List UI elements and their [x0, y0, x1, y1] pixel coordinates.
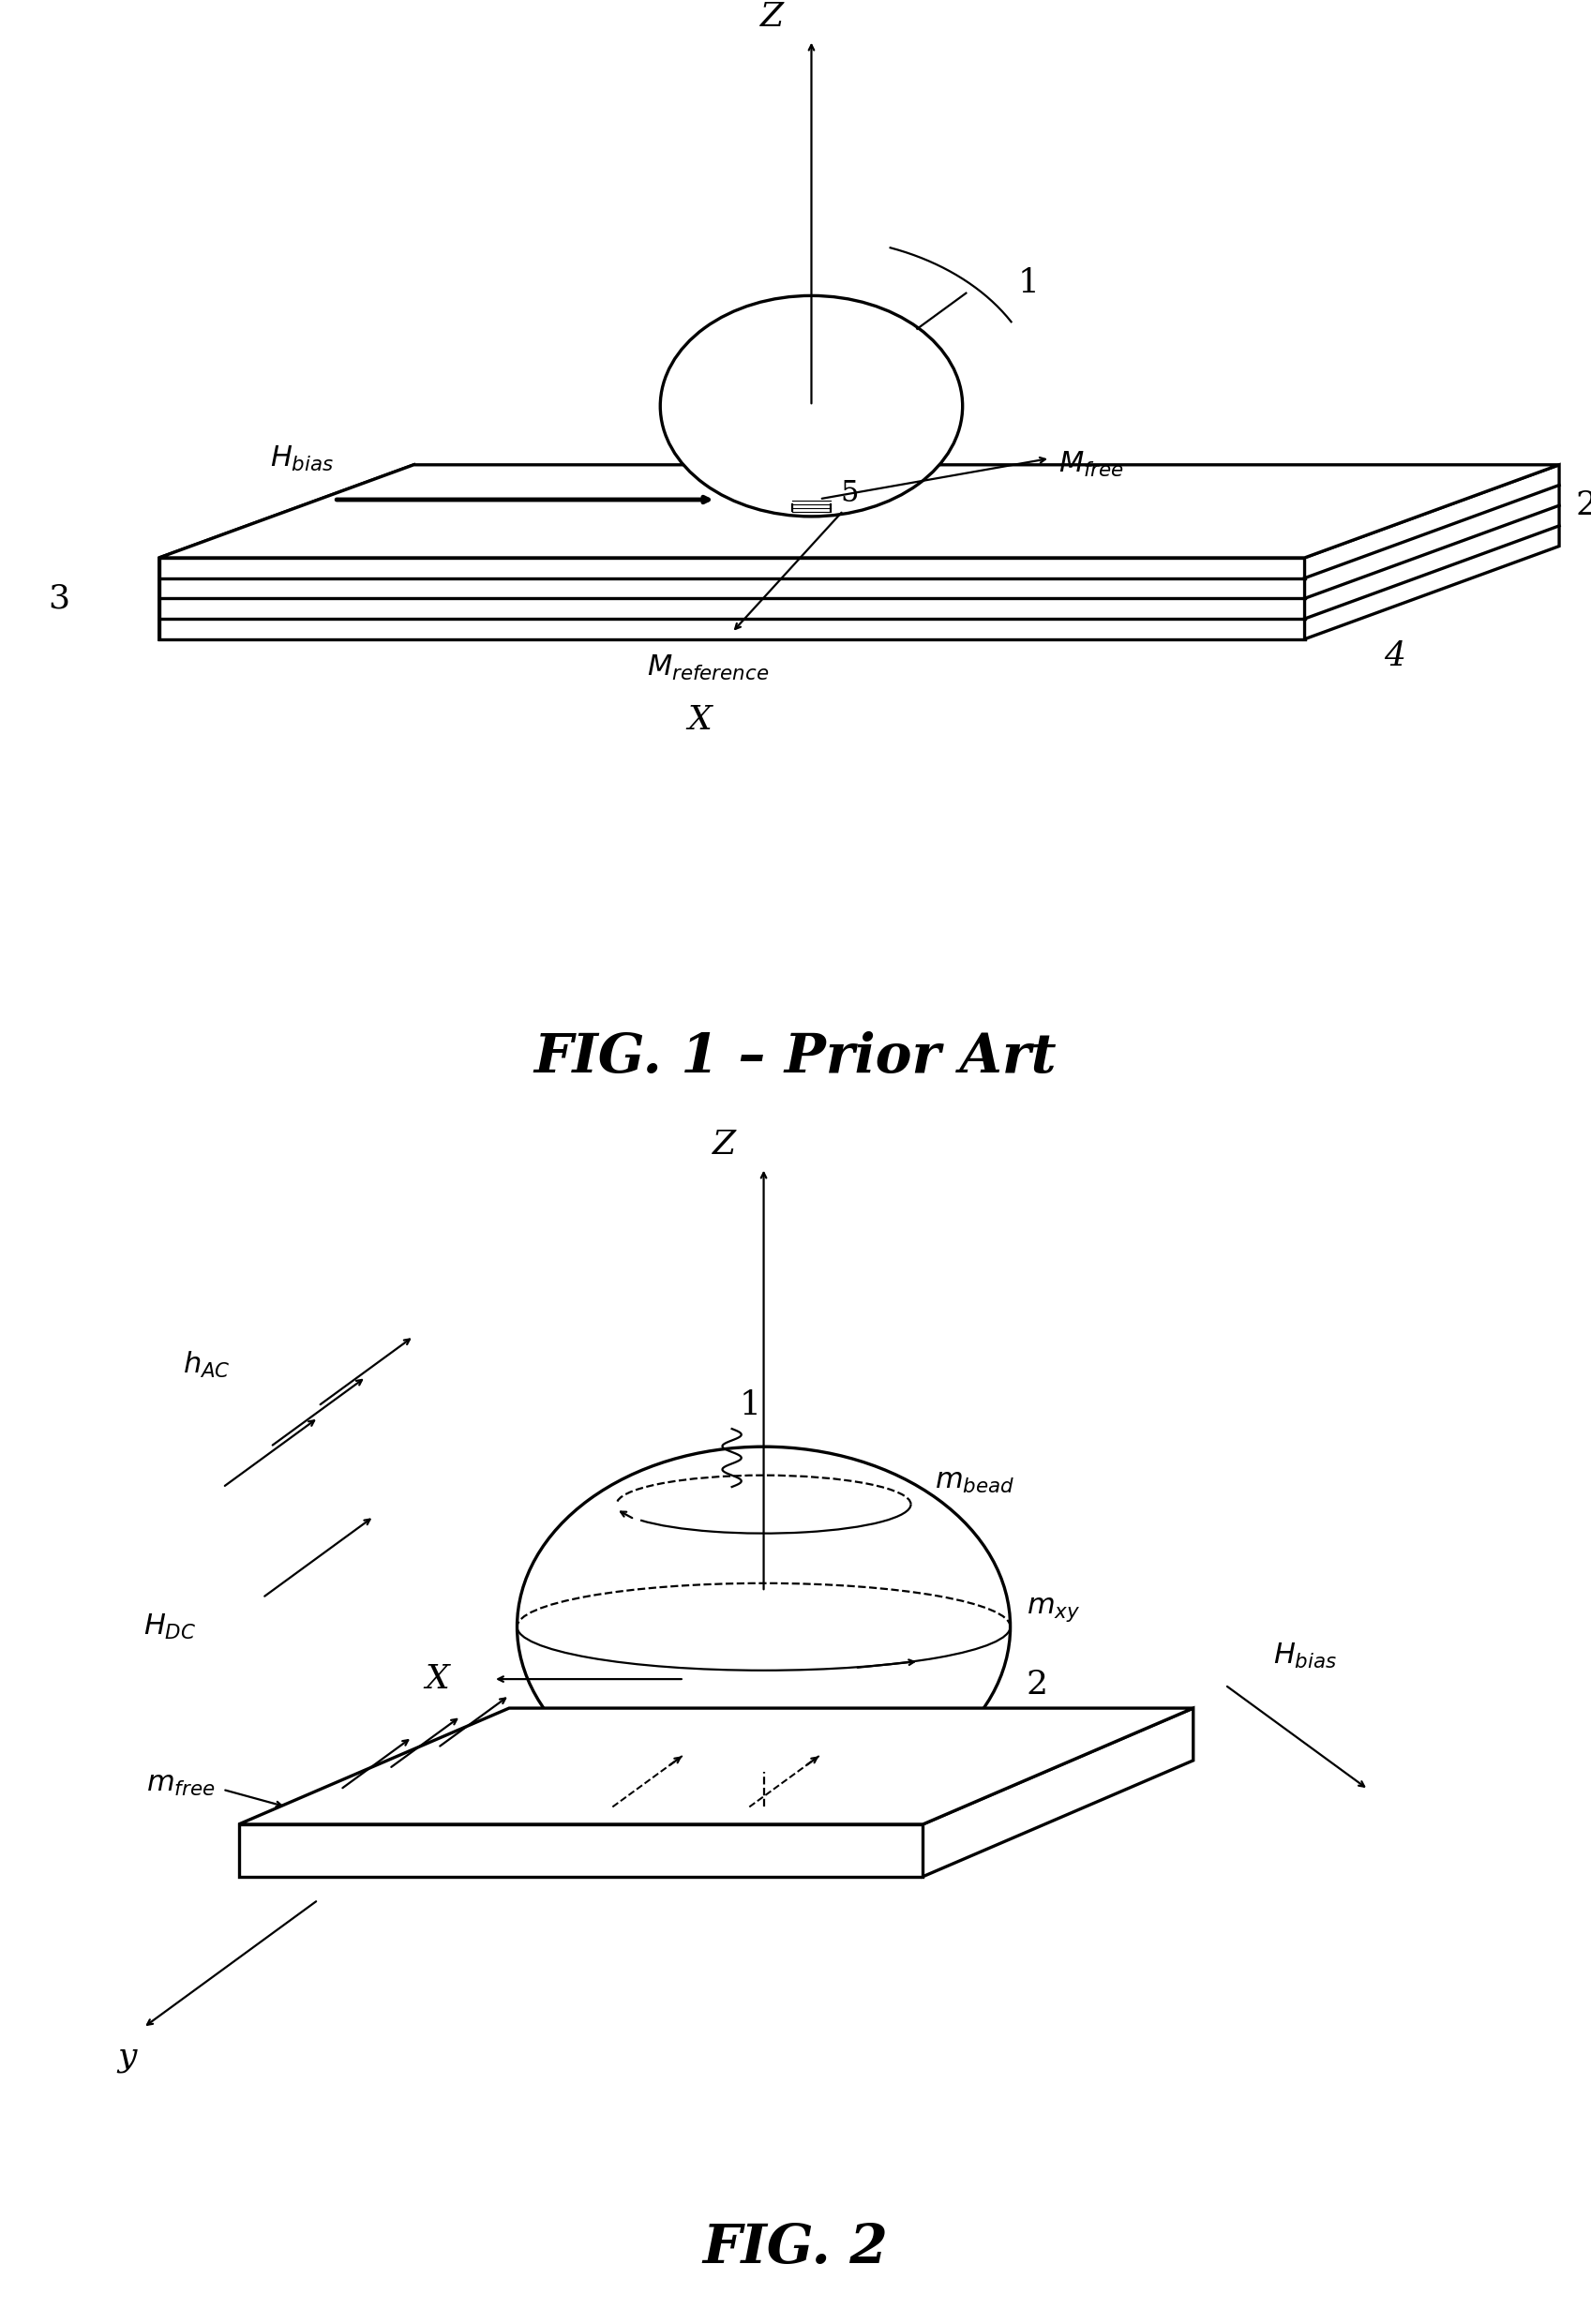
Circle shape	[517, 1446, 1010, 1808]
Text: Z: Z	[760, 0, 783, 33]
Text: $M_{reference}$: $M_{reference}$	[648, 653, 768, 681]
Polygon shape	[923, 1708, 1193, 1878]
Text: $H_{DC}$: $H_{DC}$	[143, 1613, 196, 1641]
Text: 2: 2	[1575, 490, 1591, 521]
Text: FIG. 2: FIG. 2	[703, 2222, 888, 2275]
Text: 3: 3	[48, 583, 70, 614]
Text: FIG. 1 – Prior Art: FIG. 1 – Prior Art	[535, 1032, 1056, 1083]
Text: y: y	[118, 2040, 137, 2073]
Text: $m_{bead}$: $m_{bead}$	[936, 1466, 1015, 1497]
Text: 2: 2	[1026, 1669, 1048, 1701]
Text: X: X	[425, 1664, 450, 1694]
Text: $h_{AC}$: $h_{AC}$	[183, 1350, 231, 1380]
Polygon shape	[159, 558, 1305, 639]
Polygon shape	[159, 465, 414, 639]
Text: X: X	[687, 704, 713, 737]
Polygon shape	[239, 1824, 923, 1878]
Polygon shape	[159, 465, 1559, 558]
Text: $m_{free}$: $m_{free}$	[146, 1769, 215, 1799]
Text: 1: 1	[1018, 267, 1041, 300]
Text: 1: 1	[740, 1390, 762, 1422]
Circle shape	[660, 295, 963, 516]
Text: $m_{xy}$: $m_{xy}$	[1026, 1594, 1080, 1624]
Text: Z: Z	[713, 1129, 735, 1160]
Text: $H_{bias}$: $H_{bias}$	[270, 444, 334, 474]
Text: 4: 4	[1384, 641, 1406, 672]
Text: $H_{bias}$: $H_{bias}$	[1273, 1641, 1336, 1671]
Text: $M_{free}$: $M_{free}$	[1058, 449, 1123, 479]
Text: 5: 5	[840, 479, 858, 507]
Polygon shape	[1305, 465, 1559, 639]
Polygon shape	[239, 1708, 1193, 1824]
